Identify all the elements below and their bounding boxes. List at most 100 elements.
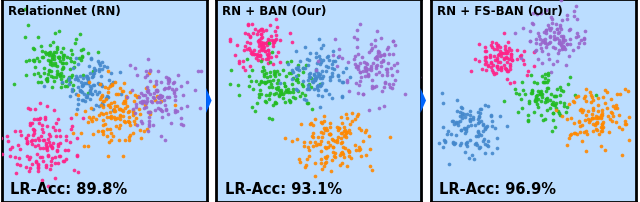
Point — [244, 75, 254, 78]
Point — [390, 44, 401, 47]
Point — [132, 74, 142, 77]
Point — [477, 123, 488, 126]
Point — [276, 91, 287, 94]
Point — [579, 97, 589, 101]
Point — [244, 85, 254, 88]
Point — [593, 133, 604, 136]
Point — [102, 127, 112, 131]
Point — [531, 95, 541, 98]
Point — [596, 129, 607, 133]
Point — [25, 166, 35, 170]
Point — [579, 39, 589, 42]
Point — [292, 67, 302, 71]
Point — [102, 95, 112, 98]
Point — [289, 97, 300, 100]
Point — [370, 57, 380, 60]
Point — [156, 81, 166, 85]
Point — [558, 47, 568, 50]
Point — [500, 52, 511, 56]
Point — [268, 63, 278, 66]
Point — [170, 92, 180, 96]
Point — [541, 32, 551, 35]
Point — [266, 35, 276, 38]
Point — [376, 37, 387, 40]
Point — [339, 135, 349, 138]
Point — [545, 36, 555, 39]
Point — [156, 108, 166, 112]
Point — [81, 75, 92, 78]
Point — [372, 50, 383, 54]
Point — [127, 110, 138, 114]
Point — [147, 124, 157, 127]
Point — [463, 156, 474, 160]
Point — [497, 52, 508, 55]
Point — [23, 107, 33, 110]
Point — [579, 37, 589, 40]
Point — [500, 67, 510, 70]
Point — [545, 35, 555, 38]
Point — [309, 73, 319, 76]
Point — [596, 126, 606, 129]
Point — [37, 179, 47, 182]
Point — [58, 62, 68, 65]
Point — [97, 61, 108, 64]
Point — [538, 118, 548, 122]
Point — [32, 117, 42, 121]
Point — [283, 88, 293, 92]
Point — [492, 48, 502, 51]
Point — [596, 114, 606, 117]
Point — [134, 108, 145, 111]
Point — [486, 66, 496, 69]
Point — [320, 89, 330, 93]
Text: LR-Acc: 93.1%: LR-Acc: 93.1% — [225, 181, 342, 196]
Point — [310, 79, 320, 82]
Point — [90, 90, 100, 93]
Point — [625, 116, 635, 119]
Point — [145, 111, 155, 114]
Point — [336, 132, 346, 135]
Point — [487, 41, 497, 44]
Point — [48, 126, 58, 129]
Point — [479, 104, 490, 107]
Point — [540, 77, 550, 80]
Point — [469, 124, 479, 127]
Point — [285, 60, 296, 63]
Point — [253, 30, 263, 33]
Point — [131, 124, 141, 127]
Point — [311, 52, 321, 55]
Point — [580, 95, 590, 98]
Point — [440, 139, 450, 143]
Point — [303, 155, 314, 158]
Point — [38, 56, 49, 60]
Point — [462, 141, 472, 144]
Point — [67, 90, 77, 93]
Point — [262, 44, 272, 47]
Point — [95, 83, 106, 86]
Point — [111, 93, 121, 96]
Point — [292, 89, 302, 92]
Point — [366, 43, 376, 46]
Point — [305, 72, 315, 75]
Point — [39, 72, 49, 76]
Point — [25, 156, 35, 159]
Point — [501, 70, 511, 74]
Point — [254, 50, 264, 53]
Point — [61, 84, 72, 88]
Point — [106, 117, 116, 120]
Point — [95, 96, 106, 99]
Point — [170, 99, 180, 102]
Point — [474, 121, 484, 124]
Point — [606, 111, 616, 114]
Point — [352, 46, 362, 49]
Point — [303, 146, 313, 149]
Point — [328, 146, 339, 149]
Point — [47, 54, 58, 57]
Point — [573, 120, 584, 124]
Point — [269, 93, 279, 97]
Point — [332, 56, 342, 59]
Point — [268, 79, 278, 82]
Point — [480, 50, 490, 53]
Point — [145, 100, 156, 103]
Point — [87, 120, 97, 123]
Point — [301, 157, 312, 161]
